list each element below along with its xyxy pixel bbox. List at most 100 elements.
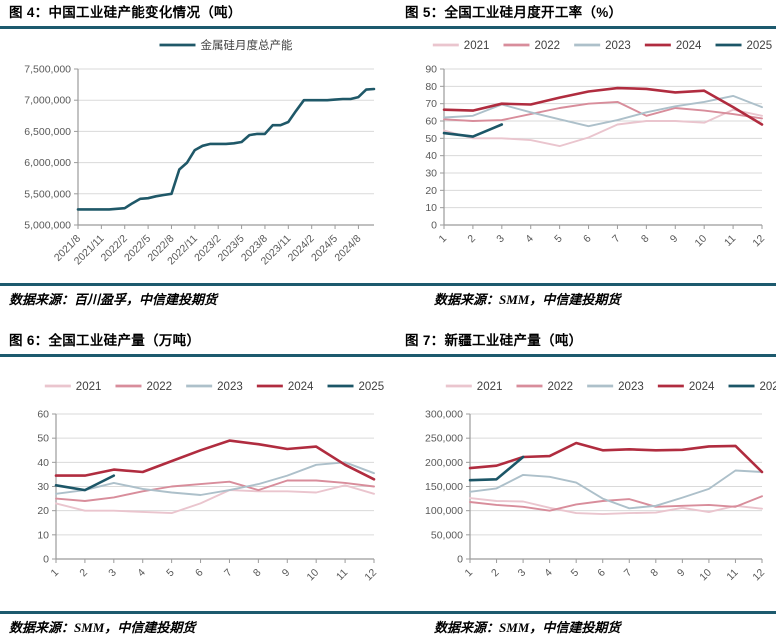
- svg-text:90: 90: [425, 64, 437, 76]
- axes: [77, 69, 374, 226]
- series-2021-line: [55, 484, 375, 515]
- svg-text:300,000: 300,000: [425, 409, 463, 421]
- legend: 2021 2022 2023 2024 2025: [44, 381, 385, 393]
- figure-row-bottom: 图 6：全国工业硅产量（万吨） 图 7：新疆工业硅产量（吨） 0 10 20 30 40…: [0, 328, 776, 638]
- svg-text:3: 3: [494, 233, 507, 246]
- svg-text:150,000: 150,000: [425, 481, 463, 493]
- svg-text:5: 5: [164, 567, 177, 580]
- fig7-source: 数据来源：SMM，中信建投期货: [434, 619, 621, 635]
- series-lines: [54, 439, 376, 515]
- svg-text:6: 6: [595, 567, 608, 580]
- fig6-title: 图 6：全国工业硅产量（万吨）: [9, 333, 201, 348]
- svg-text:1: 1: [437, 233, 450, 246]
- sources-row-top: 数据来源：百川盈孚，中信建投期货 数据来源：SMM，中信建投期货: [0, 286, 776, 310]
- svg-text:30: 30: [37, 481, 49, 493]
- fig4-title: 图 4：中国工业硅产能变化情况（吨）: [9, 5, 242, 20]
- legend: 2021 2022 2023 2024 2025: [432, 40, 772, 52]
- svg-text:40: 40: [37, 457, 49, 469]
- legend: 2021 2022 2023 2024 2025: [445, 381, 776, 393]
- svg-text:9: 9: [675, 567, 688, 580]
- series-2023-line: [55, 461, 375, 496]
- fig4-source: 数据来源：百川盈孚，中信建投期货: [9, 291, 218, 307]
- y-axis-labels: 5,000,000 5,500,000 6,000,000 6,500,000 7,00…: [24, 64, 71, 232]
- svg-text:200,000: 200,000: [425, 457, 463, 469]
- legend-item-2025: 2025: [327, 381, 385, 393]
- source-divider-top: [0, 283, 776, 286]
- charts-row-top: 5,000,000 5,500,000 6,000,000 6,500,000 7,00…: [0, 29, 776, 283]
- legend-item-2021: 2021: [44, 381, 102, 393]
- svg-text:0: 0: [43, 554, 49, 566]
- legend: 金属硅月度总产能: [159, 38, 293, 52]
- svg-text:2025: 2025: [760, 381, 776, 393]
- svg-text:2: 2: [77, 567, 90, 580]
- svg-text:10: 10: [37, 529, 49, 541]
- source-divider-bottom: [0, 611, 776, 614]
- svg-text:11: 11: [724, 567, 740, 583]
- svg-text:0: 0: [457, 554, 463, 566]
- svg-text:30: 30: [425, 168, 437, 180]
- svg-text:2021: 2021: [477, 381, 503, 393]
- svg-text:12: 12: [362, 567, 379, 584]
- svg-text:60: 60: [425, 116, 437, 128]
- fig5-chart: 0 10 20 30 40 50 60 70 80 90 1 2 3 4 5 6 7 8 9 10 11 12 2021 20…: [388, 29, 776, 283]
- svg-text:40: 40: [425, 150, 437, 162]
- fig6-source: 数据来源：SMM，中信建投期货: [9, 619, 196, 635]
- svg-text:6: 6: [581, 233, 594, 246]
- svg-text:2022: 2022: [146, 381, 172, 393]
- legend-item-2022: 2022: [503, 40, 560, 52]
- svg-text:12: 12: [750, 567, 767, 584]
- svg-text:7: 7: [610, 233, 623, 246]
- legend-item-2022: 2022: [115, 381, 172, 393]
- svg-text:6,500,000: 6,500,000: [24, 126, 71, 138]
- svg-text:60: 60: [37, 409, 49, 421]
- svg-text:2024: 2024: [689, 381, 715, 393]
- legend-item-2022: 2022: [516, 381, 573, 393]
- y-axis-labels: 0 50,000 100,000 150,000 200,000 250,000 300,0…: [425, 409, 463, 566]
- svg-text:2025: 2025: [359, 381, 385, 393]
- series-2022-line: [469, 495, 763, 512]
- legend-item-2021: 2021: [445, 381, 503, 393]
- svg-text:6,000,000: 6,000,000: [24, 157, 71, 169]
- svg-text:11: 11: [334, 567, 350, 583]
- legend-item-2023: 2023: [186, 381, 243, 393]
- svg-text:20: 20: [37, 505, 49, 517]
- titles-row-bottom: 图 6：全国工业硅产量（万吨） 图 7：新疆工业硅产量（吨）: [0, 328, 776, 354]
- svg-text:2022: 2022: [534, 40, 560, 52]
- fig5-source: 数据来源：SMM，中信建投期货: [434, 291, 621, 307]
- titles-row-top: 图 4：中国工业硅产能变化情况（吨） 图 5：全国工业硅月度开工率（%）: [0, 0, 776, 26]
- gridlines: [74, 68, 374, 226]
- chart-canvas: 5,000,000 5,500,000 6,000,000 6,500,000 7,00…: [24, 38, 376, 267]
- svg-text:7,000,000: 7,000,000: [24, 95, 71, 107]
- title-divider-bottom: [0, 354, 776, 357]
- charts-row-bottom: 0 10 20 30 40 50 60 1 2 3 4 5 6 7 8 9 10 11 12 2021 2022 2023…: [0, 357, 776, 611]
- svg-text:2021: 2021: [464, 40, 490, 52]
- svg-text:7,500,000: 7,500,000: [24, 64, 71, 76]
- svg-text:10: 10: [693, 233, 710, 250]
- x-axis-labels: 2021/82021/112022/22022/52022/82022/1120…: [52, 225, 364, 267]
- axes: [469, 414, 762, 560]
- sources-row-bottom: 数据来源：SMM，中信建投期货 数据来源：SMM，中信建投期货: [0, 614, 776, 638]
- svg-text:5,500,000: 5,500,000: [24, 188, 71, 200]
- svg-text:3: 3: [106, 567, 119, 580]
- title-divider-top: [0, 26, 776, 29]
- svg-text:11: 11: [722, 233, 738, 249]
- fig7-chart: 0 50,000 100,000 150,000 200,000 250,000 300,0…: [388, 357, 776, 611]
- axes: [443, 69, 762, 226]
- legend-item-2025: 2025: [728, 381, 776, 393]
- series-2024-line: [442, 86, 764, 126]
- gridlines: [52, 413, 374, 560]
- legend-item-2024: 2024: [644, 40, 702, 52]
- svg-text:4: 4: [135, 567, 148, 580]
- svg-text:20: 20: [425, 185, 437, 197]
- svg-text:1: 1: [463, 567, 476, 580]
- svg-text:2021: 2021: [76, 381, 102, 393]
- svg-text:8: 8: [639, 233, 652, 246]
- series-2023-line: [469, 469, 763, 510]
- svg-text:9: 9: [280, 567, 293, 580]
- svg-text:2024: 2024: [676, 40, 702, 52]
- svg-text:2023: 2023: [605, 40, 631, 52]
- svg-text:7: 7: [222, 567, 235, 580]
- y-axis-labels: 0 10 20 30 40 50 60 70 80 90: [425, 64, 437, 232]
